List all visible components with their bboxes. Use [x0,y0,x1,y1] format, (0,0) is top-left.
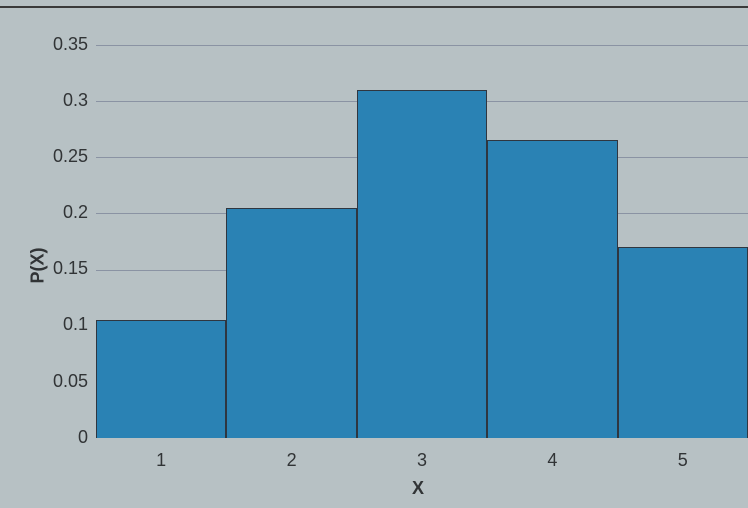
xtick-label: 5 [663,450,703,471]
ytick-label: 0.1 [32,314,88,335]
xtick-label: 2 [272,450,312,471]
xtick-label: 4 [532,450,572,471]
xtick-label: 3 [402,450,442,471]
bar [618,247,748,438]
x-axis-label: X [412,478,424,499]
bar [487,140,617,438]
ytick-label: 0.05 [32,371,88,392]
gridline [96,45,748,46]
xtick-label: 1 [141,450,181,471]
ytick-label: 0.2 [32,202,88,223]
bar [96,320,226,438]
y-axis-label: P(X) [28,248,49,284]
ytick-label: 0.25 [32,146,88,167]
bar [357,90,487,438]
ytick-label: 0.3 [32,90,88,111]
ytick-label: 0.35 [32,34,88,55]
chart-frame: 00.050.10.150.20.250.30.3512345P(X)X [0,0,748,508]
plot-area [96,45,748,438]
bar [226,208,356,438]
ytick-label: 0 [32,427,88,448]
top-rule [0,6,748,8]
